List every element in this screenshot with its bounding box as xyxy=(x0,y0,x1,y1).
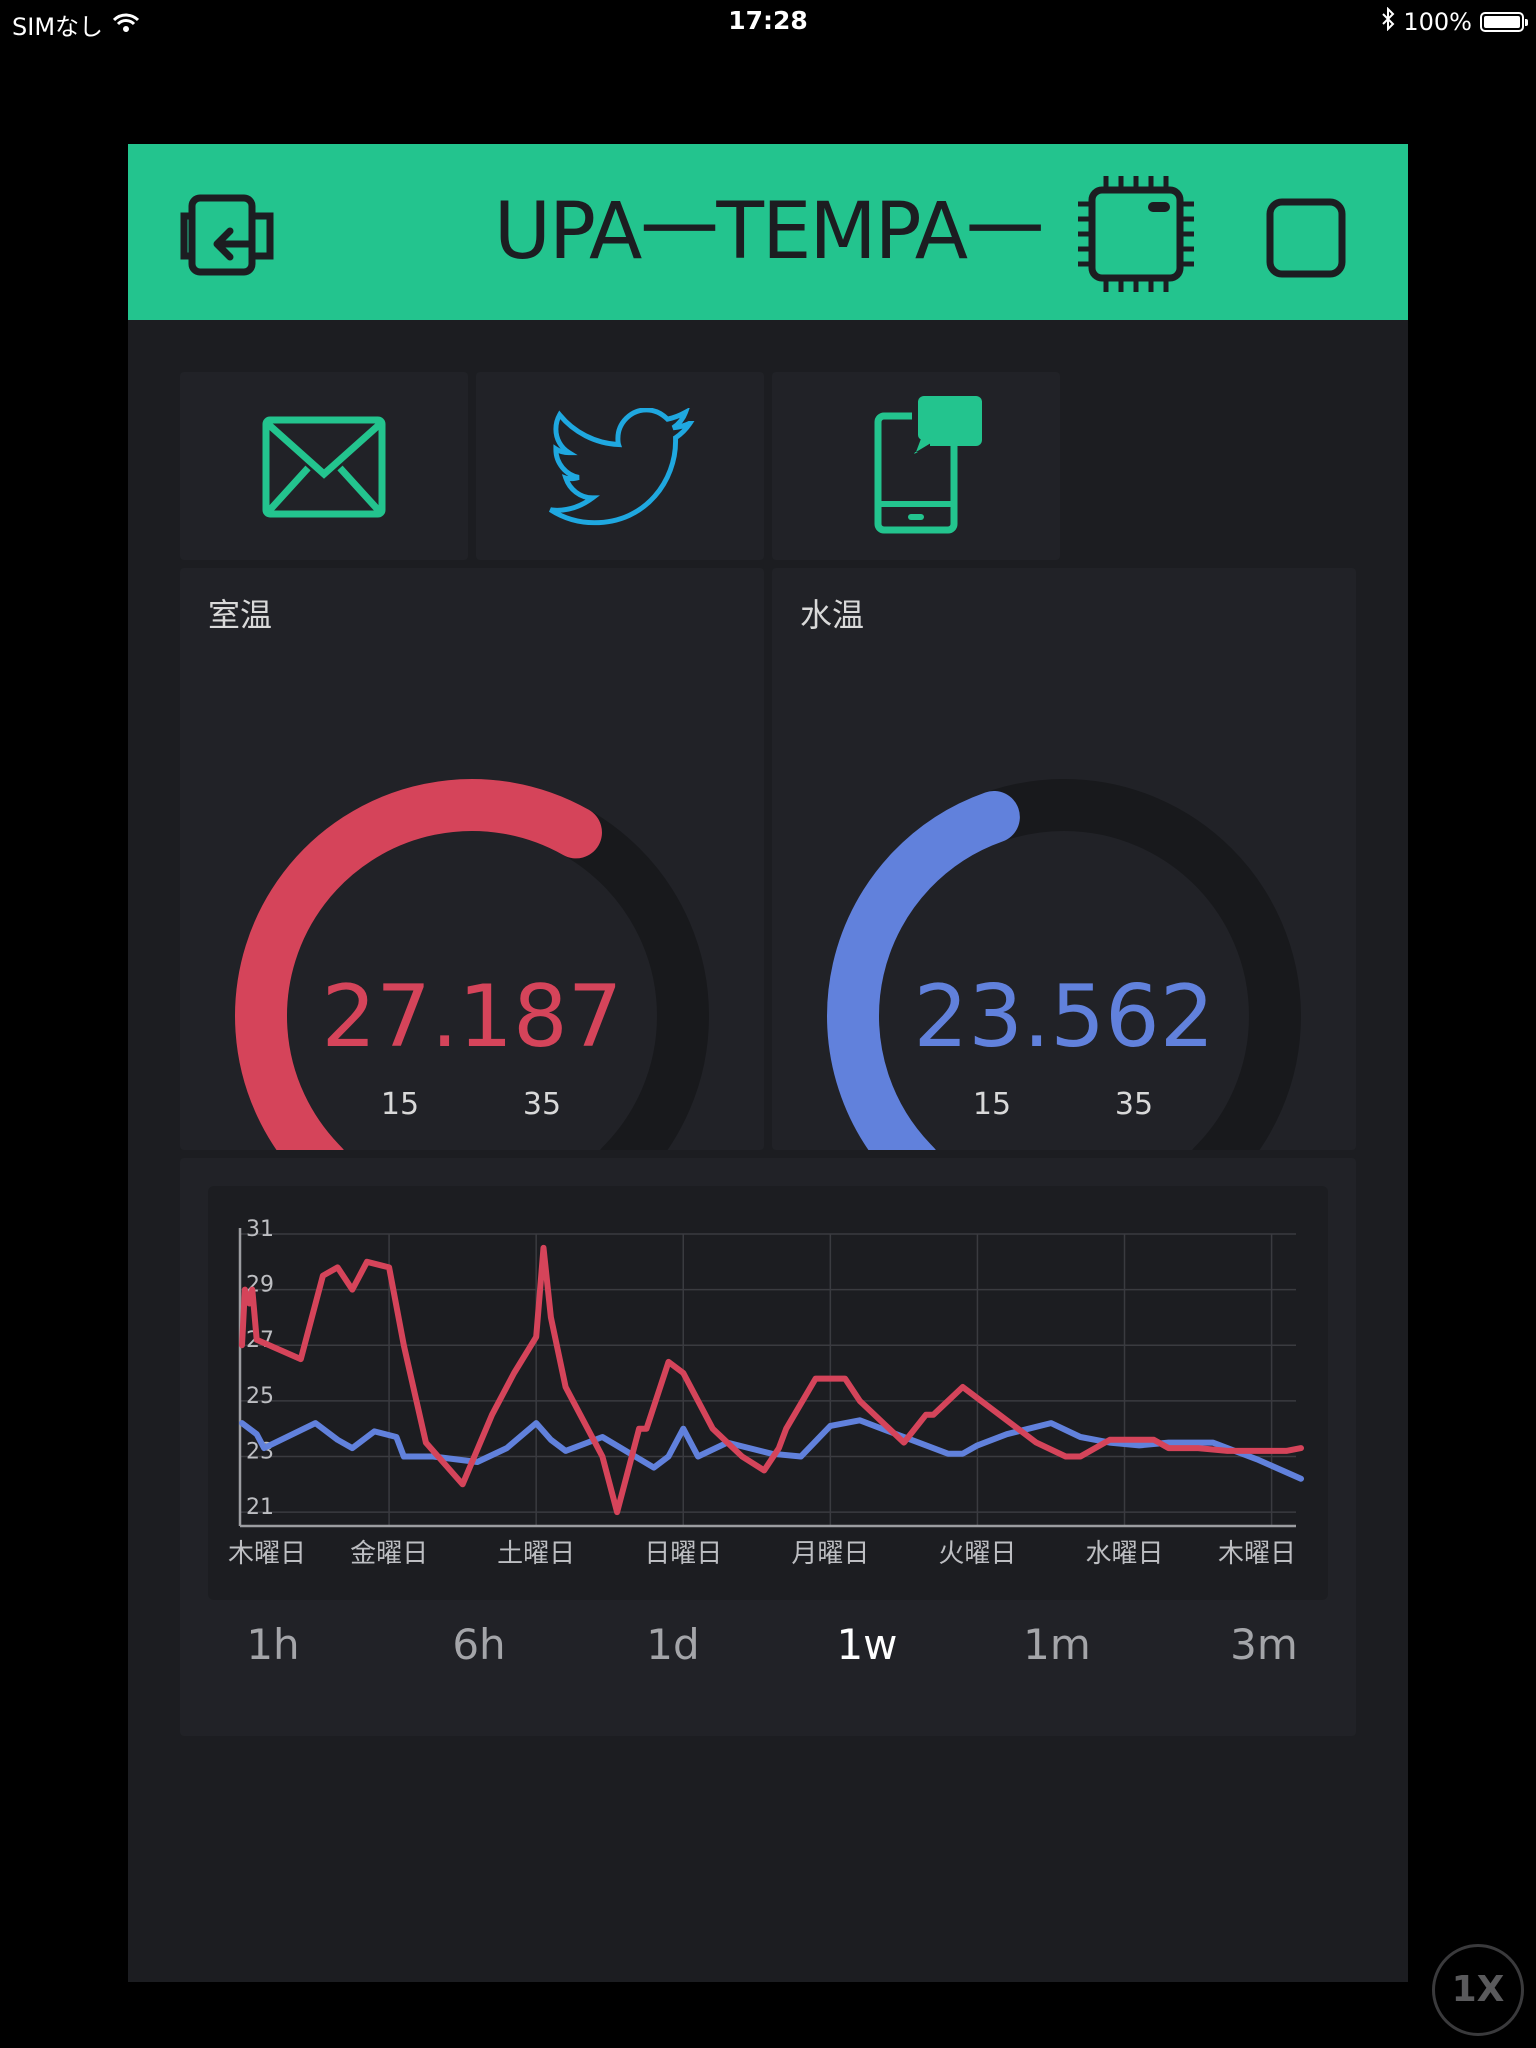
time-range-selector: 1h 6h 1d 1w 1m 3m xyxy=(180,1620,1356,1700)
x-tick-label: 土曜日 xyxy=(497,1539,575,1569)
y-tick-label: 21 xyxy=(246,1495,274,1520)
y-tick-label: 31 xyxy=(246,1217,274,1242)
range-button-6h[interactable]: 6h xyxy=(452,1620,506,1669)
series-line xyxy=(239,1417,1304,1482)
history-graph-widget[interactable]: 21 23 25 27 29 31 木曜日 金曜日 土曜日 日曜日 月曜日 火曜日 水曜日 木曜日 1h … xyxy=(180,1158,1356,1736)
gauge-fill xyxy=(235,779,602,1150)
room-temp-gauge[interactable]: 室温 27.187 15 35 xyxy=(180,568,764,1150)
range-button-3m[interactable]: 3m xyxy=(1230,1620,1298,1669)
twitter-widget[interactable] xyxy=(476,372,764,560)
range-button-1m[interactable]: 1m xyxy=(1023,1620,1091,1669)
water-temp-gauge[interactable]: 水温 23.562 15 35 xyxy=(772,568,1356,1150)
gauge-label: 室温 xyxy=(208,596,273,634)
mail-icon xyxy=(262,416,386,518)
x-tick-label: 日曜日 xyxy=(644,1539,722,1569)
x-tick-label: 金曜日 xyxy=(350,1539,428,1569)
device-chip-icon[interactable] xyxy=(1076,174,1196,298)
battery-percent: 100% xyxy=(1403,8,1472,36)
series-line xyxy=(239,1244,1304,1516)
gauge-fill xyxy=(827,790,1020,1150)
x-tick-label: 木曜日 xyxy=(1218,1539,1296,1569)
blynk-app: UPA一TEMPA一 xyxy=(128,144,1408,1982)
status-bar: SIMなし 17:28 100% xyxy=(0,0,1536,44)
y-tick-label: 25 xyxy=(246,1384,274,1409)
wifi-icon xyxy=(112,11,140,39)
gauge-value: 27.187 xyxy=(322,967,623,1067)
range-button-1h[interactable]: 1h xyxy=(246,1620,300,1669)
battery-icon xyxy=(1480,12,1528,32)
project-title: UPA一TEMPA一 xyxy=(493,187,1044,277)
x-tick-label: 水曜日 xyxy=(1086,1539,1164,1569)
stop-button[interactable] xyxy=(1266,198,1346,282)
bluetooth-icon xyxy=(1381,6,1395,37)
email-widget[interactable] xyxy=(180,372,468,560)
gauge-dial: 23.562 15 35 xyxy=(827,779,1301,1150)
header-bar: UPA一TEMPA一 xyxy=(128,144,1408,320)
x-tick-label: 火曜日 xyxy=(938,1539,1016,1569)
x-tick-label: 月曜日 xyxy=(791,1539,869,1569)
twitter-icon xyxy=(548,408,695,526)
x-tick-label: 木曜日 xyxy=(228,1539,306,1569)
gauge-min-label: 15 xyxy=(381,1087,419,1122)
gauge-value: 23.562 xyxy=(914,967,1215,1067)
gauge-min-label: 15 xyxy=(973,1087,1011,1122)
zoom-badge[interactable]: 1X xyxy=(1432,1944,1524,2036)
clock: 17:28 xyxy=(728,6,808,35)
carrier-label: SIMなし xyxy=(12,13,104,41)
range-button-1w[interactable]: 1w xyxy=(836,1620,898,1669)
chart-area: 21 23 25 27 29 31 木曜日 金曜日 土曜日 日曜日 月曜日 火曜日 水曜日 木曜日 xyxy=(208,1186,1328,1600)
range-button-1d[interactable]: 1d xyxy=(646,1620,700,1669)
gauge-max-label: 35 xyxy=(1115,1087,1153,1122)
exit-project-icon[interactable] xyxy=(180,194,276,280)
push-notification-widget[interactable] xyxy=(772,372,1060,560)
gauge-max-label: 35 xyxy=(523,1087,561,1122)
gauge-label: 水温 xyxy=(800,596,865,634)
gauge-dial: 27.187 15 35 xyxy=(235,779,709,1150)
push-notification-icon xyxy=(874,396,982,534)
